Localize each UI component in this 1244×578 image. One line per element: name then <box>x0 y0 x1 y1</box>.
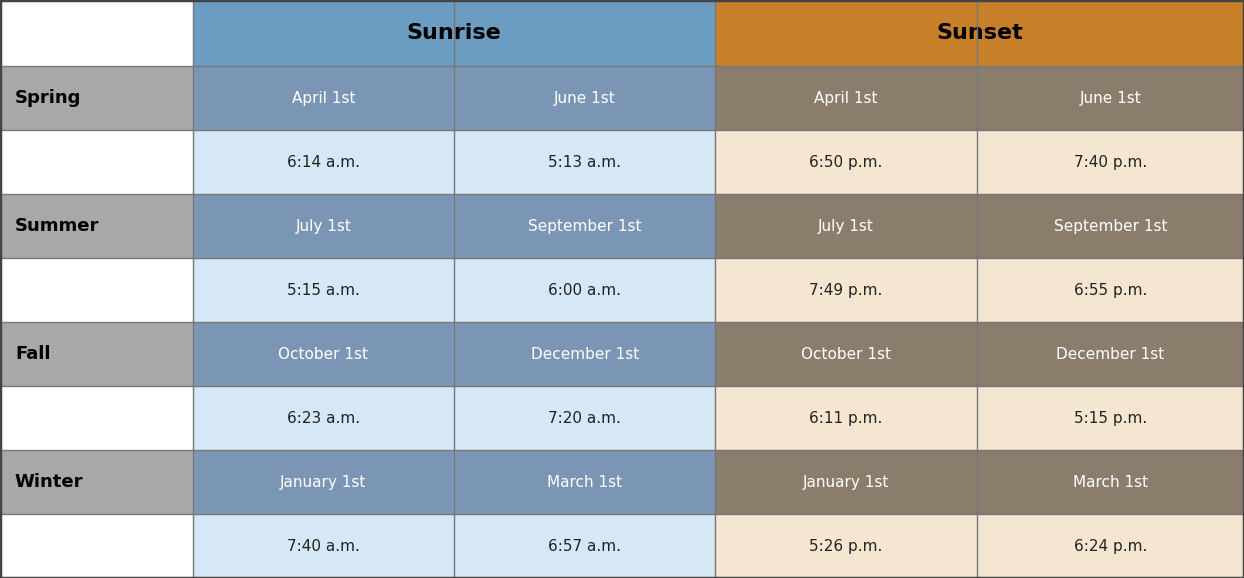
Text: September 1st: September 1st <box>1054 219 1167 234</box>
Text: December 1st: December 1st <box>1056 347 1164 362</box>
Bar <box>977 386 1244 450</box>
Text: 5:15 a.m.: 5:15 a.m. <box>287 283 360 298</box>
Text: September 1st: September 1st <box>527 219 642 234</box>
Text: 5:26 p.m.: 5:26 p.m. <box>810 539 882 554</box>
Bar <box>977 322 1244 386</box>
Bar <box>715 194 977 258</box>
Bar <box>715 386 977 450</box>
Text: March 1st: March 1st <box>547 475 622 490</box>
Bar <box>193 258 454 322</box>
Bar <box>0 66 193 131</box>
Text: April 1st: April 1st <box>291 91 356 106</box>
Bar <box>193 386 454 450</box>
Text: Winter: Winter <box>15 473 83 491</box>
Text: 7:20 a.m.: 7:20 a.m. <box>549 410 621 425</box>
Bar <box>193 450 454 514</box>
Bar <box>454 131 715 194</box>
Text: Summer: Summer <box>15 217 100 235</box>
Bar <box>715 66 977 131</box>
Text: 6:24 p.m.: 6:24 p.m. <box>1074 539 1147 554</box>
Bar <box>454 258 715 322</box>
Text: 6:11 p.m.: 6:11 p.m. <box>810 410 882 425</box>
Bar <box>715 514 977 578</box>
Text: Sunrise: Sunrise <box>407 23 501 43</box>
Text: 7:40 p.m.: 7:40 p.m. <box>1074 155 1147 170</box>
Text: 6:50 p.m.: 6:50 p.m. <box>810 155 882 170</box>
Text: Sunset: Sunset <box>937 23 1023 43</box>
Bar <box>193 194 454 258</box>
Bar <box>977 194 1244 258</box>
Bar <box>193 0 715 66</box>
Bar <box>0 194 193 258</box>
Text: 7:40 a.m.: 7:40 a.m. <box>287 539 360 554</box>
Text: 5:15 p.m.: 5:15 p.m. <box>1074 410 1147 425</box>
Bar <box>977 131 1244 194</box>
Bar <box>454 322 715 386</box>
Bar <box>977 258 1244 322</box>
Text: October 1st: October 1st <box>279 347 368 362</box>
Text: June 1st: June 1st <box>1080 91 1141 106</box>
Bar <box>0 450 193 514</box>
Bar <box>193 131 454 194</box>
Text: Fall: Fall <box>15 345 51 363</box>
Bar <box>193 322 454 386</box>
Text: January 1st: January 1st <box>280 475 367 490</box>
Text: October 1st: October 1st <box>801 347 891 362</box>
Bar <box>0 322 193 386</box>
Text: 5:13 a.m.: 5:13 a.m. <box>549 155 621 170</box>
Text: 6:55 p.m.: 6:55 p.m. <box>1074 283 1147 298</box>
Bar <box>977 66 1244 131</box>
Bar <box>0 386 193 450</box>
Text: 6:57 a.m.: 6:57 a.m. <box>549 539 621 554</box>
Bar <box>715 322 977 386</box>
Bar <box>0 258 193 322</box>
Text: 6:00 a.m.: 6:00 a.m. <box>549 283 621 298</box>
Bar <box>193 514 454 578</box>
Text: March 1st: March 1st <box>1072 475 1148 490</box>
Bar <box>454 194 715 258</box>
Bar <box>977 450 1244 514</box>
Text: July 1st: July 1st <box>296 219 351 234</box>
Bar <box>454 386 715 450</box>
Bar <box>715 0 1244 66</box>
Text: June 1st: June 1st <box>554 91 616 106</box>
Text: 7:49 p.m.: 7:49 p.m. <box>810 283 882 298</box>
Text: 6:23 a.m.: 6:23 a.m. <box>287 410 360 425</box>
Text: January 1st: January 1st <box>802 475 889 490</box>
Bar <box>0 131 193 194</box>
Text: Spring: Spring <box>15 90 81 108</box>
Bar <box>454 66 715 131</box>
Bar <box>0 514 193 578</box>
Bar <box>454 514 715 578</box>
Bar <box>977 514 1244 578</box>
Bar <box>715 131 977 194</box>
Text: July 1st: July 1st <box>819 219 873 234</box>
Text: December 1st: December 1st <box>530 347 639 362</box>
Text: 6:14 a.m.: 6:14 a.m. <box>287 155 360 170</box>
Bar <box>715 450 977 514</box>
Bar <box>193 66 454 131</box>
Bar <box>0 0 193 66</box>
Bar <box>454 450 715 514</box>
Text: April 1st: April 1st <box>814 91 878 106</box>
Bar <box>715 258 977 322</box>
